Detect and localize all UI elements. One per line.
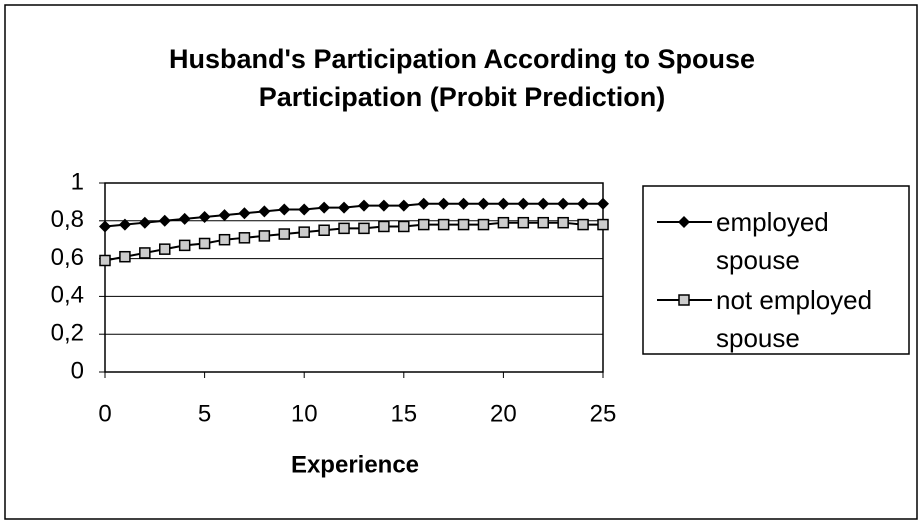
data-point xyxy=(577,218,589,231)
data-point xyxy=(397,199,410,212)
x-tick-label: 15 xyxy=(390,400,417,427)
data-point xyxy=(218,233,231,246)
data-point xyxy=(517,197,530,210)
x-axis-label: Experience xyxy=(291,451,419,478)
x-tick-label: 0 xyxy=(98,400,111,427)
data-point xyxy=(119,250,131,263)
data-point xyxy=(198,211,211,224)
data-point xyxy=(158,214,171,227)
data-point xyxy=(497,216,510,229)
y-tick-label: 1 xyxy=(71,168,84,195)
data-point xyxy=(377,199,390,212)
data-point xyxy=(417,197,430,210)
data-point xyxy=(537,197,550,210)
data-point xyxy=(139,247,151,259)
chart-border xyxy=(4,4,918,520)
data-point xyxy=(238,207,251,220)
y-tick-label: 0,2 xyxy=(51,320,84,347)
x-tick-label: 25 xyxy=(590,400,617,427)
data-point xyxy=(298,203,311,216)
data-point xyxy=(99,254,111,267)
data-point xyxy=(517,216,530,229)
data-point xyxy=(398,220,410,233)
data-point xyxy=(437,218,450,231)
data-point xyxy=(318,201,331,214)
data-point xyxy=(477,197,490,210)
x-tick-label: 10 xyxy=(291,400,318,427)
y-tick-label: 0 xyxy=(71,357,84,384)
data-point xyxy=(497,197,510,210)
data-point xyxy=(537,216,549,229)
data-point xyxy=(258,230,271,242)
data-point xyxy=(457,197,470,210)
data-point xyxy=(437,197,450,210)
data-point xyxy=(338,222,350,235)
data-point xyxy=(557,216,569,229)
data-point xyxy=(597,218,609,231)
data-point xyxy=(278,203,291,216)
legend-label: employed spouse xyxy=(716,207,829,275)
y-tick-label: 0,6 xyxy=(51,244,84,271)
data-point xyxy=(338,201,351,214)
data-point xyxy=(557,197,570,210)
y-tick-label: 0,8 xyxy=(51,206,84,233)
data-point xyxy=(278,228,291,240)
plot-area xyxy=(104,182,604,373)
y-tick-label: 0,4 xyxy=(51,282,84,309)
data-point xyxy=(358,222,370,235)
data-point xyxy=(597,197,609,210)
data-point xyxy=(378,220,390,233)
legend-box xyxy=(642,185,910,355)
data-point xyxy=(477,218,490,231)
data-point xyxy=(178,239,191,252)
data-point xyxy=(218,209,231,222)
chart-title: Husband's Participation According to Spo… xyxy=(169,44,755,112)
data-point xyxy=(258,205,271,218)
data-point xyxy=(238,232,251,244)
data-point xyxy=(577,197,590,210)
x-tick-label: 20 xyxy=(490,400,517,427)
data-point xyxy=(357,199,370,212)
x-tick-label: 5 xyxy=(198,400,211,427)
legend-marker xyxy=(678,216,690,228)
data-point xyxy=(417,218,430,231)
data-point xyxy=(159,243,171,255)
data-point xyxy=(118,218,131,231)
data-point xyxy=(198,237,211,250)
data-point xyxy=(318,224,330,236)
data-point xyxy=(138,216,151,229)
data-point xyxy=(457,218,470,231)
data-point xyxy=(298,226,310,238)
legend-marker xyxy=(678,294,690,306)
legend-label: not employed spouse xyxy=(716,285,873,353)
data-point xyxy=(178,212,191,225)
data-point xyxy=(99,220,111,233)
